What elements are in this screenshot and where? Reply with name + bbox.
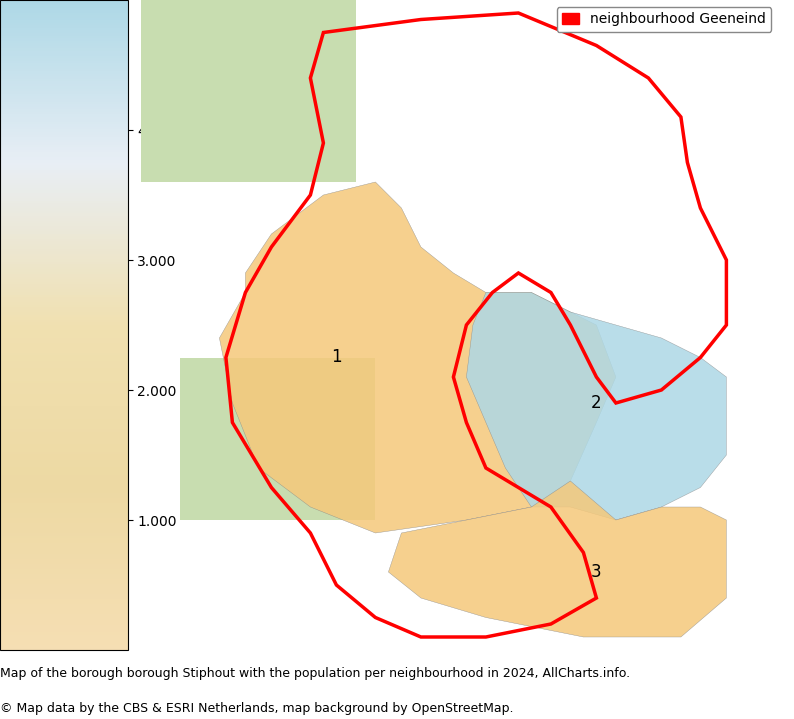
Text: Map of the borough borough Stiphout with the population per neighbourhood in 202: Map of the borough borough Stiphout with… xyxy=(0,667,630,680)
Polygon shape xyxy=(466,293,727,520)
Legend: neighbourhood Geeneind: neighbourhood Geeneind xyxy=(557,7,772,32)
Polygon shape xyxy=(219,182,616,533)
Text: 3: 3 xyxy=(591,563,602,581)
Polygon shape xyxy=(388,481,727,637)
Text: © Map data by the CBS & ESRI Netherlands, map background by OpenStreetMap.: © Map data by the CBS & ESRI Netherlands… xyxy=(0,702,514,715)
Text: 1: 1 xyxy=(331,349,341,367)
Text: 2: 2 xyxy=(591,394,602,412)
